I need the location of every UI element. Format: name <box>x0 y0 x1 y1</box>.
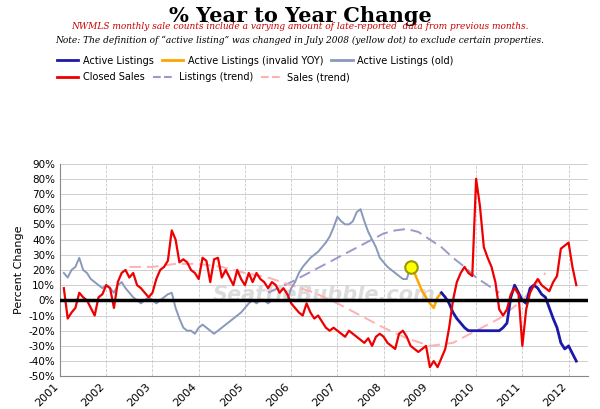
Text: % Year to Year Change: % Year to Year Change <box>169 6 431 26</box>
Y-axis label: Percent Change: Percent Change <box>14 226 24 314</box>
Text: NWMLS monthly sale counts include a varying amount of late-reported  data from p: NWMLS monthly sale counts include a vary… <box>71 22 529 31</box>
Legend: Closed Sales, Listings (trend), Sales (trend): Closed Sales, Listings (trend), Sales (t… <box>53 68 353 86</box>
Text: SeattleBubble.com: SeattleBubble.com <box>212 285 436 306</box>
Legend: Active Listings, Active Listings (invalid YOY), Active Listings (old): Active Listings, Active Listings (invali… <box>53 52 458 70</box>
Text: Note: The definition of “active listing” was changed in July 2008 (yellow dot) t: Note: The definition of “active listing”… <box>56 36 545 45</box>
